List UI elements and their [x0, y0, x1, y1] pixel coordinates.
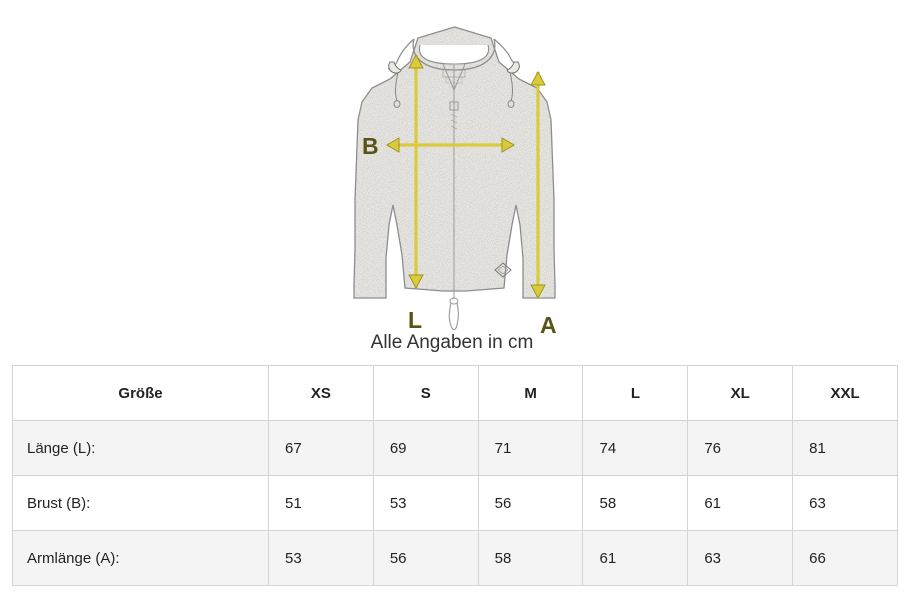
svg-text:B: B [362, 133, 379, 159]
svg-text:L: L [408, 307, 422, 333]
svg-text:Alle Angaben in cm: Alle Angaben in cm [371, 332, 534, 353]
svg-text:A: A [540, 312, 557, 338]
